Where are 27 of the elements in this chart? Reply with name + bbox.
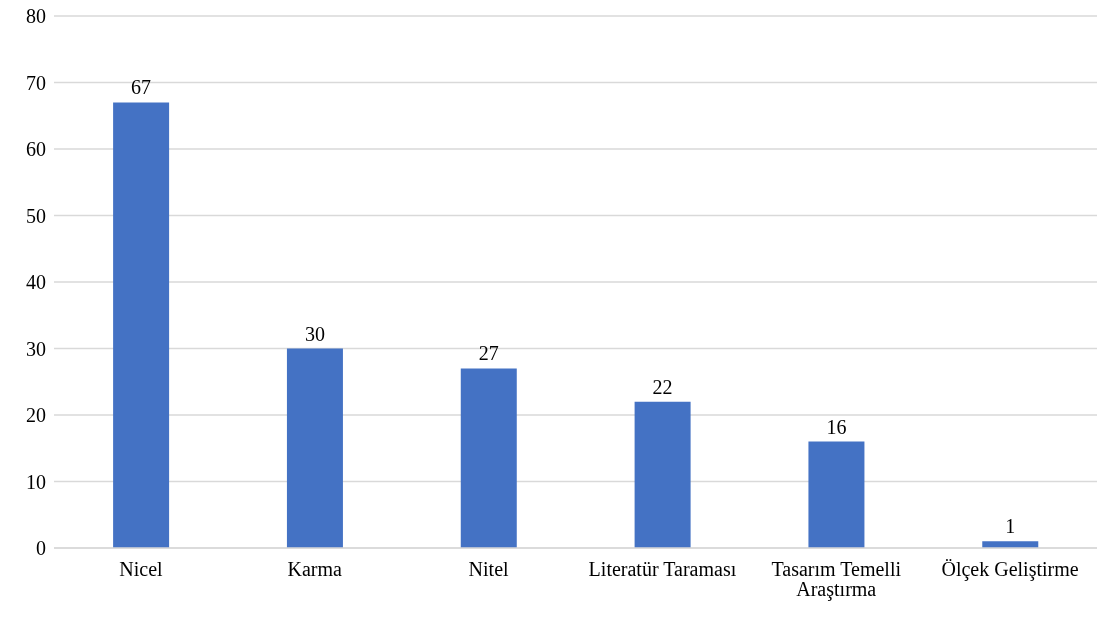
data-label: 30 xyxy=(304,322,325,345)
y-tick-label: 80 xyxy=(26,5,46,28)
x-tick-label: Karma xyxy=(287,558,343,581)
bar xyxy=(808,441,865,548)
bar xyxy=(286,348,343,548)
x-tick-label: Tasarım Temelli Araştırma xyxy=(771,558,902,602)
y-tick-label: 50 xyxy=(26,204,46,227)
y-tick-label: 20 xyxy=(26,404,46,427)
data-label: 1 xyxy=(1005,515,1016,538)
x-tick-label: Nitel xyxy=(468,558,510,581)
bar xyxy=(113,102,170,548)
x-tick-label: Ölçek Geliştirme xyxy=(941,558,1079,582)
y-tick-label: 70 xyxy=(26,71,46,94)
x-tick-label: Literatür Taraması xyxy=(588,558,737,581)
y-tick-label: 60 xyxy=(26,138,46,161)
bar xyxy=(460,368,517,548)
y-tick-label: 30 xyxy=(26,337,46,360)
data-label: 27 xyxy=(478,342,499,365)
y-tick-label: 10 xyxy=(26,470,46,493)
data-label: 16 xyxy=(826,415,847,438)
x-tick-label: Nicel xyxy=(119,558,164,581)
y-tick-label: 0 xyxy=(36,537,46,560)
data-label: 67 xyxy=(131,76,152,99)
y-tick-label: 40 xyxy=(26,271,46,294)
bar xyxy=(634,401,691,548)
bar xyxy=(982,541,1039,548)
data-label: 22 xyxy=(652,375,673,398)
